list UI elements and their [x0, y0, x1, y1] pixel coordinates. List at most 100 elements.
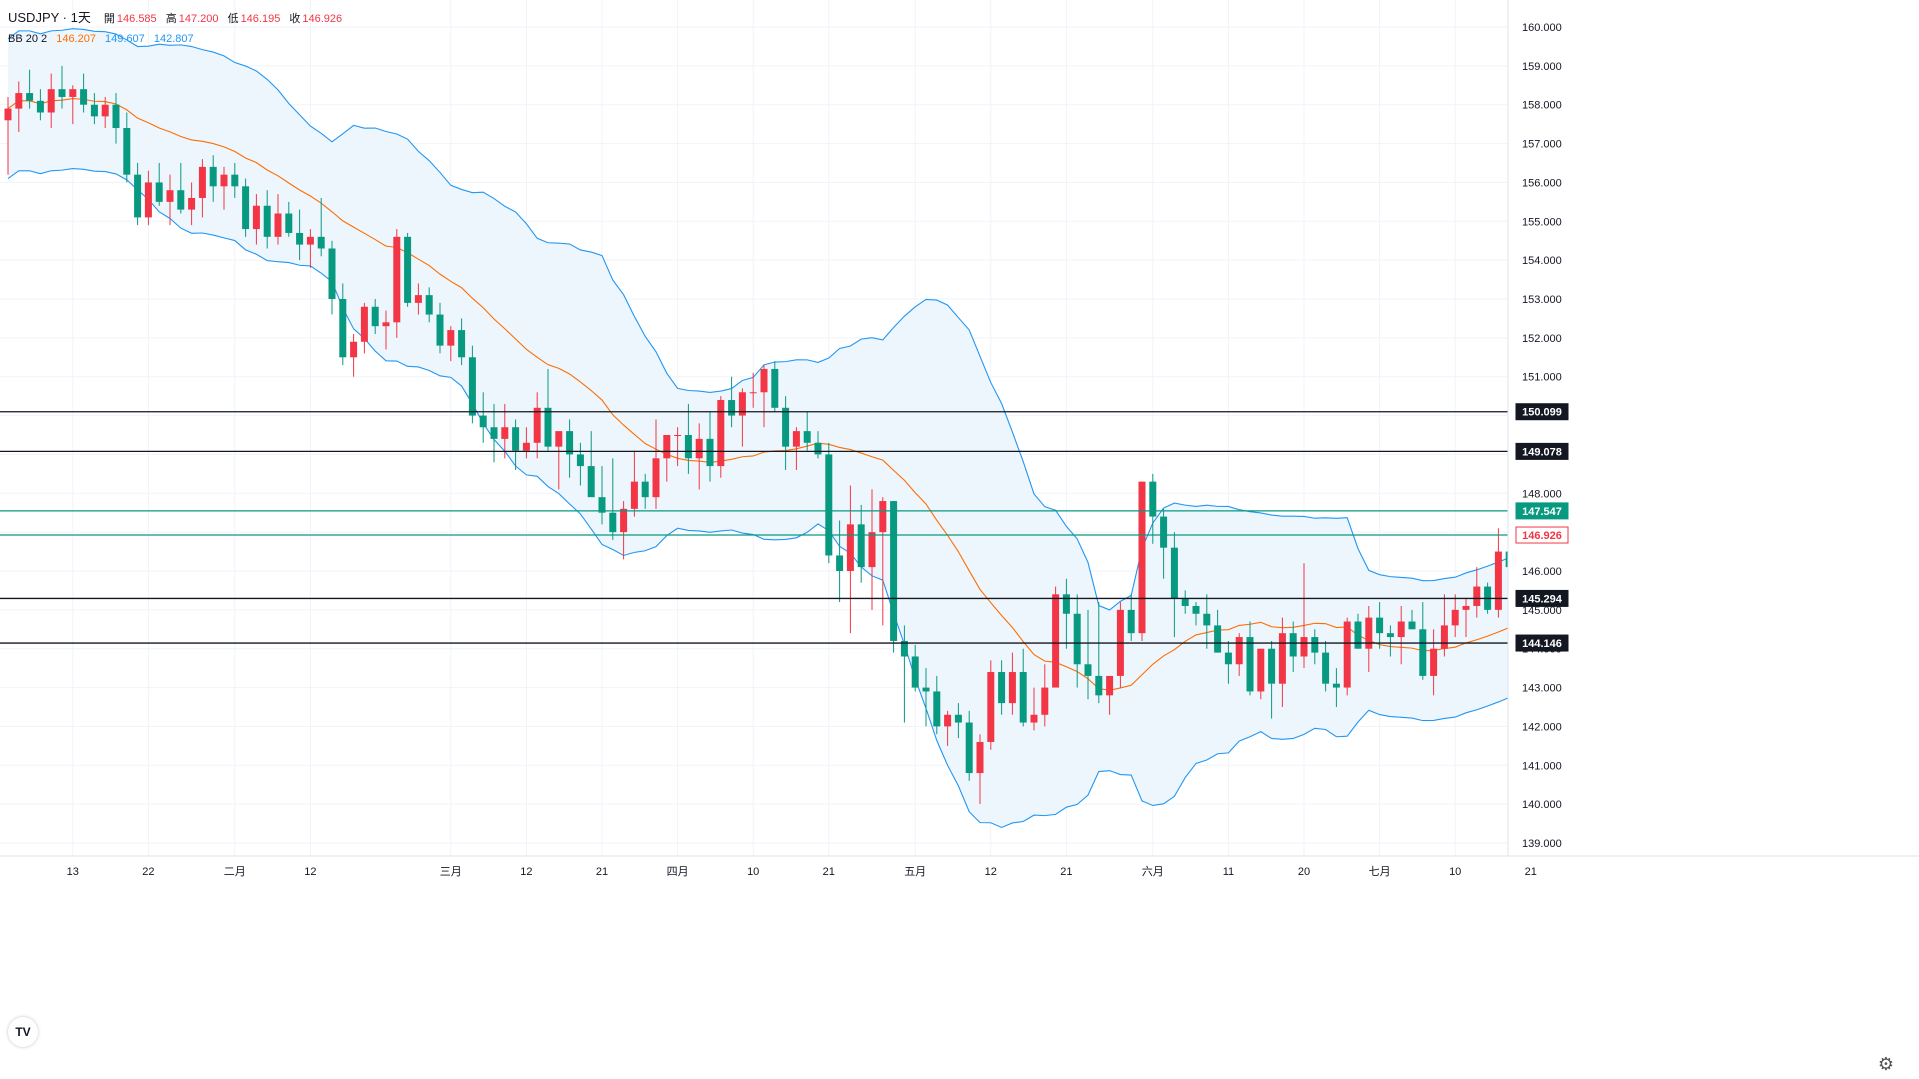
- close-label: 收: [289, 13, 301, 25]
- candle-body: [814, 442, 822, 455]
- candle: [339, 283, 347, 366]
- price-tag: 149.078: [1515, 442, 1569, 460]
- candle-body: [1170, 547, 1178, 599]
- candle: [760, 365, 768, 428]
- candle: [490, 403, 498, 463]
- candle: [306, 229, 314, 268]
- candle-body: [1160, 516, 1168, 548]
- candle-body: [868, 532, 876, 568]
- candle: [792, 427, 800, 470]
- candle: [598, 466, 606, 525]
- candle: [1138, 481, 1146, 641]
- candle: [890, 501, 898, 653]
- candle-body: [738, 392, 746, 416]
- candle: [1462, 598, 1470, 638]
- candle: [188, 182, 196, 226]
- candle-body: [1181, 598, 1189, 606]
- bb-basis-value: 146.207: [56, 33, 96, 45]
- candle-body: [1376, 617, 1384, 634]
- candle-body: [198, 166, 206, 198]
- candle-body: [1019, 672, 1027, 723]
- candle: [987, 660, 995, 750]
- candle: [728, 376, 736, 428]
- y-tick-label: 156.000: [1522, 177, 1562, 189]
- candle-body: [652, 458, 660, 498]
- candle-body: [1224, 652, 1232, 665]
- candle: [1030, 687, 1038, 731]
- x-tick-label: 22: [142, 866, 154, 878]
- candle: [900, 625, 908, 723]
- x-tick-label: 三月: [440, 866, 462, 878]
- candle-body: [1365, 617, 1373, 649]
- candle: [274, 194, 282, 245]
- candle-body: [69, 89, 77, 97]
- bb-indicator-label[interactable]: BB 20 2: [8, 33, 48, 45]
- candle-body: [1397, 621, 1405, 638]
- candle: [1052, 586, 1060, 688]
- y-tick-label: 146.000: [1522, 566, 1562, 578]
- symbol-label[interactable]: USDJPY · 1天: [8, 10, 91, 25]
- x-tick-label: 21: [1060, 866, 1072, 878]
- candle-body: [231, 174, 239, 187]
- candle: [879, 497, 887, 626]
- candle: [814, 431, 822, 459]
- candle-body: [296, 232, 304, 245]
- candle: [1246, 621, 1254, 696]
- candle: [1376, 602, 1384, 649]
- candle: [954, 703, 962, 739]
- y-tick-label: 141.000: [1522, 760, 1562, 772]
- candle: [1127, 594, 1135, 641]
- candle-body: [1246, 637, 1254, 692]
- candle: [749, 372, 757, 408]
- candle-body: [1008, 672, 1016, 704]
- bb-basis-line: [7, 98, 1510, 691]
- candle: [1440, 594, 1448, 657]
- candle: [47, 73, 55, 129]
- tradingview-logo-icon[interactable]: TV: [8, 1017, 38, 1047]
- candle: [803, 411, 811, 451]
- candle: [1494, 528, 1502, 618]
- bb-band-fill: [8, 28, 1510, 828]
- candle-body: [576, 454, 584, 467]
- candle-body: [846, 524, 854, 571]
- candle-body: [425, 295, 433, 315]
- candle: [26, 69, 34, 109]
- candle: [447, 326, 455, 362]
- candle-body: [501, 427, 509, 439]
- candle-body: [890, 501, 898, 641]
- candle-body: [155, 182, 163, 202]
- candle: [1268, 640, 1276, 719]
- candle-body: [630, 481, 638, 509]
- candle: [1170, 532, 1178, 638]
- price-tag: 146.926: [1515, 526, 1569, 544]
- candle-body: [1419, 629, 1427, 676]
- price-tag-box: [1515, 589, 1569, 607]
- candle-body: [911, 656, 919, 688]
- candle-body: [1214, 625, 1222, 653]
- y-tick-label: 139.000: [1522, 838, 1562, 850]
- candle-body: [1127, 609, 1135, 634]
- x-tick-label: 10: [1449, 866, 1461, 878]
- candle: [771, 361, 779, 412]
- candle-body: [609, 512, 617, 533]
- candle: [350, 333, 358, 377]
- y-tick-label: 155.000: [1522, 216, 1562, 228]
- candle-body: [987, 672, 995, 742]
- price-tag-label: 145.294: [1522, 593, 1563, 605]
- candle: [501, 403, 509, 459]
- candle: [922, 668, 930, 727]
- candle-body: [944, 714, 952, 727]
- candle-body: [749, 392, 757, 394]
- candle: [998, 660, 1006, 715]
- candle: [684, 403, 692, 474]
- candle-body: [166, 190, 174, 202]
- candle: [976, 734, 984, 805]
- candle-body: [4, 108, 12, 121]
- candle-body: [1106, 675, 1114, 696]
- candle-body: [479, 415, 487, 428]
- candle: [857, 504, 865, 583]
- gear-icon[interactable]: ⚙: [1877, 1054, 1895, 1074]
- candle-body: [26, 93, 34, 101]
- candle-body: [436, 314, 444, 346]
